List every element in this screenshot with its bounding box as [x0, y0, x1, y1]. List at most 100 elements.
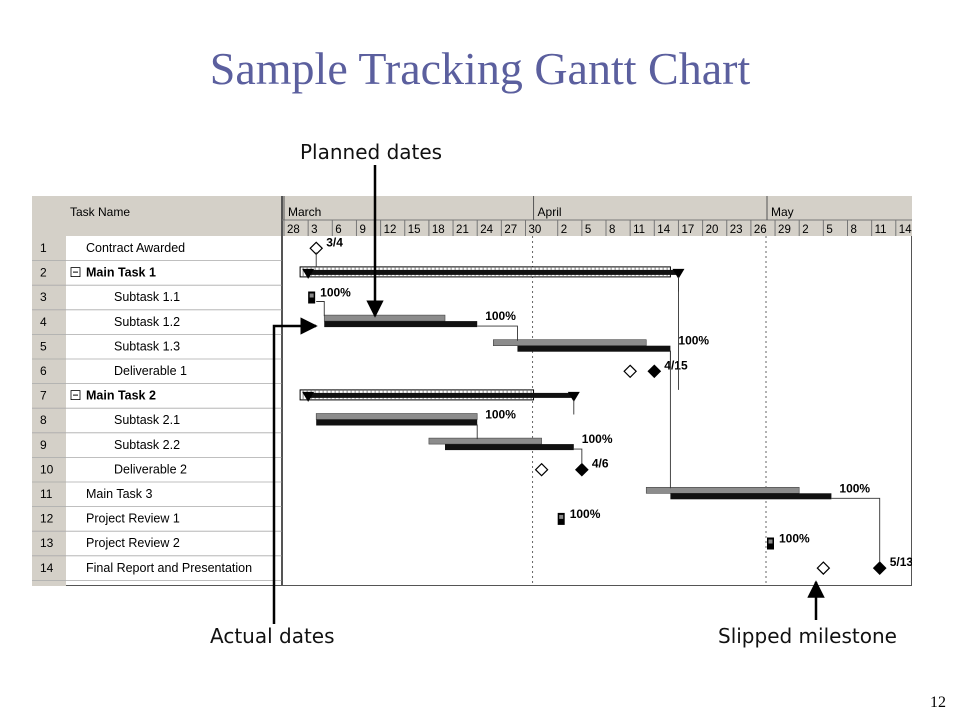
task-name: Main Task 3	[86, 487, 153, 501]
date-tick-label: 26	[754, 224, 767, 236]
callout-slipped-milestone: Slipped milestone	[718, 624, 897, 648]
date-tick-label: 9	[359, 224, 365, 236]
task-percent-label: 100%	[570, 507, 601, 521]
planned-bar	[645, 486, 800, 494]
date-tick-label: 12	[384, 224, 397, 236]
row-number: 1	[40, 241, 47, 255]
milestone-label: 5/13	[890, 555, 912, 569]
month-label: March	[288, 205, 321, 219]
row-number: 3	[40, 290, 47, 304]
date-tick-label: 29	[778, 224, 791, 236]
callout-actual-dates: Actual dates	[210, 624, 335, 648]
row-number: 11	[40, 487, 53, 501]
row-number: 9	[40, 438, 47, 452]
row-number-column	[32, 196, 66, 586]
short-task-bar	[557, 512, 565, 525]
header-band	[32, 196, 912, 236]
date-tick-label: 24	[480, 224, 493, 236]
actual-milestone	[872, 561, 887, 575]
gantt-chart: Task Name 1 Contract Awarded 2 Main Task 1 3 S…	[32, 196, 912, 586]
actual-bar	[517, 345, 671, 352]
date-tick-label: 5	[585, 224, 591, 236]
date-tick-label: 21	[456, 224, 469, 236]
row-number: 12	[40, 512, 54, 526]
summary-start-marker	[302, 268, 315, 279]
row-number: 2	[40, 266, 47, 280]
planned-milestone	[623, 364, 637, 379]
date-tick-label: 30	[529, 224, 542, 236]
planned-milestone	[534, 462, 549, 477]
date-tick-label: 11	[633, 224, 645, 236]
callout-planned-dates: Planned dates	[300, 140, 443, 164]
task-percent-label: 100%	[485, 309, 516, 323]
date-tick-label: 14	[899, 224, 912, 236]
dependency-line	[831, 497, 881, 563]
task-name: Subtask 2.1	[114, 413, 180, 427]
date-tick-label: 28	[287, 224, 300, 236]
task-percent-label: 100%	[582, 432, 613, 446]
planned-bar	[323, 314, 446, 322]
task-name: Subtask 1.2	[114, 315, 180, 329]
dependency-line	[477, 325, 518, 341]
row-number: 5	[40, 339, 47, 353]
summary-actual-bar	[308, 392, 574, 398]
dependency-line	[573, 448, 583, 464]
task-name: Contract Awarded	[86, 241, 185, 255]
month-label: May	[771, 205, 794, 219]
task-name: Subtask 1.1	[114, 290, 180, 304]
task-name: Deliverable 1	[114, 364, 187, 378]
slide-title: Sample Tracking Gantt Chart	[209, 43, 751, 94]
short-task-planned	[768, 539, 773, 544]
table-header-task-name: Task Name	[70, 205, 130, 219]
dependency-line	[316, 301, 325, 317]
date-tick-label: 20	[706, 224, 719, 236]
row-number: 7	[40, 389, 47, 403]
task-name: Deliverable 2	[114, 462, 187, 476]
date-tick-label: 6	[335, 224, 341, 236]
actual-bar	[316, 419, 478, 426]
date-tick-label: 2	[802, 224, 808, 236]
summary-end-marker	[567, 391, 580, 402]
actual-bar	[324, 321, 478, 328]
row-number: 6	[40, 364, 47, 378]
task-name: Main Task 1	[86, 266, 156, 280]
short-task-planned	[309, 293, 314, 298]
date-tick-label: 23	[730, 224, 743, 236]
actual-bar	[445, 444, 574, 451]
row-number: 4	[40, 315, 47, 329]
task-name: Final Report and Presentation	[86, 561, 252, 575]
date-tick-label: 18	[432, 224, 445, 236]
date-tick-label: 11	[875, 224, 887, 236]
row-number: 8	[40, 413, 47, 427]
task-percent-label: 100%	[839, 481, 870, 495]
date-tick-label: 2	[561, 224, 567, 236]
date-tick-label: 17	[681, 224, 694, 236]
actual-milestone	[575, 462, 589, 477]
row-number: 13	[40, 536, 54, 550]
date-tick-label: 3	[311, 224, 317, 236]
planned-bar	[315, 413, 478, 420]
task-name: Main Task 2	[86, 389, 156, 403]
actual-milestone	[647, 364, 662, 379]
month-label: April	[538, 205, 562, 219]
summary-end-marker	[672, 268, 685, 279]
task-percent-label: 100%	[779, 532, 810, 546]
page-number: 12	[930, 694, 946, 711]
task-name: Subtask 2.2	[114, 438, 180, 452]
date-tick-label: 8	[851, 224, 857, 236]
planned-bar	[428, 437, 542, 445]
date-tick-label: 8	[609, 224, 615, 236]
row-number: 10	[40, 462, 54, 476]
planned-milestone	[816, 561, 831, 575]
date-tick-label: 15	[408, 224, 421, 236]
task-name: Subtask 1.3	[114, 339, 180, 353]
summary-actual-bar	[308, 269, 679, 275]
task-name: Project Review 2	[86, 536, 180, 550]
date-tick-label: 27	[504, 224, 517, 236]
task-percent-label: 100%	[485, 408, 516, 422]
short-task-planned	[559, 514, 564, 519]
date-tick-label: 14	[657, 224, 670, 236]
actual-bar	[670, 493, 832, 500]
task-percent-label: 100%	[678, 334, 709, 348]
